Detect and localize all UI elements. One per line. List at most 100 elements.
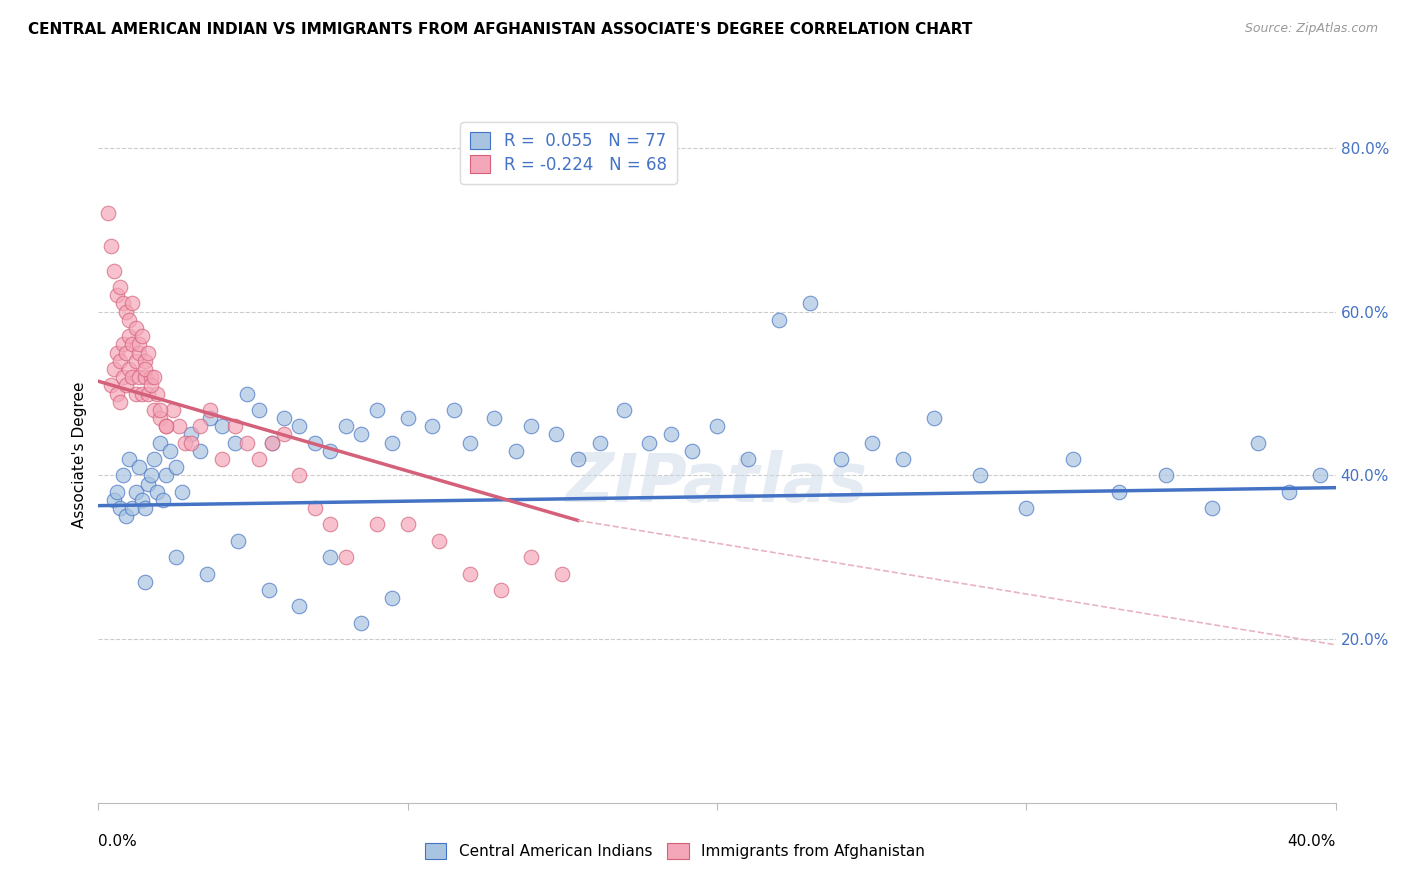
Point [136,476,159,491]
Legend: R =  0.055   N = 77, R = -0.224   N = 68: R = 0.055 N = 77, R = -0.224 N = 68 [460,122,676,184]
Point [139,378,162,392]
Point [288,419,311,434]
Point [108,394,131,409]
Point [681,443,703,458]
Point [170,484,193,499]
Point [588,435,610,450]
Text: 40.0%: 40.0% [1288,834,1336,849]
Point [112,468,135,483]
Point [118,362,141,376]
Point [396,517,419,532]
Point [381,591,404,606]
Point [115,304,138,318]
Point [1201,501,1223,516]
Point [638,435,661,450]
Point [195,566,218,581]
Point [505,443,527,458]
Point [108,501,131,516]
Point [226,533,249,548]
Point [118,313,141,327]
Point [335,550,357,565]
Point [257,582,280,597]
Point [350,427,373,442]
Point [131,329,153,343]
Point [134,370,156,384]
Point [105,484,128,499]
Point [112,337,135,351]
Point [105,288,128,302]
Point [115,378,138,392]
Point [100,378,122,392]
Point [190,419,212,434]
Point [149,435,172,450]
Point [139,468,162,483]
Point [139,370,162,384]
Point [103,264,125,278]
Point [124,321,146,335]
Point [319,443,342,458]
Point [381,435,404,450]
Point [108,280,131,294]
Point [124,386,146,401]
Point [799,296,821,310]
Point [422,419,444,434]
Point [288,468,311,483]
Point [118,452,141,467]
Point [922,411,945,425]
Point [860,435,883,450]
Point [190,443,212,458]
Point [134,501,156,516]
Point [737,452,759,467]
Point [121,501,143,516]
Point [128,460,150,475]
Point [136,386,159,401]
Point [198,411,221,425]
Point [224,419,246,434]
Point [128,337,150,351]
Point [319,550,342,565]
Point [121,370,143,384]
Point [551,566,574,581]
Point [155,419,177,434]
Point [567,452,589,467]
Point [121,337,143,351]
Point [165,550,187,565]
Point [124,484,146,499]
Point [136,345,159,359]
Point [155,468,177,483]
Point [768,313,790,327]
Point [121,296,143,310]
Point [112,370,135,384]
Point [131,386,153,401]
Point [659,427,682,442]
Point [706,419,728,434]
Point [211,452,233,467]
Point [134,574,156,589]
Point [143,370,166,384]
Point [149,411,172,425]
Point [1154,468,1177,483]
Point [427,533,450,548]
Point [167,419,190,434]
Point [211,419,233,434]
Point [260,435,283,450]
Point [520,550,543,565]
Text: 0.0%: 0.0% [98,834,138,849]
Point [396,411,419,425]
Point [520,419,543,434]
Point [366,403,388,417]
Text: ZIPatlas: ZIPatlas [567,450,868,516]
Point [162,403,184,417]
Point [891,452,914,467]
Point [489,582,512,597]
Point [134,353,156,368]
Point [458,435,481,450]
Point [112,296,135,310]
Point [143,452,166,467]
Point [131,492,153,507]
Point [304,501,326,516]
Point [143,403,166,417]
Point [236,386,259,401]
Point [1108,484,1130,499]
Point [224,435,246,450]
